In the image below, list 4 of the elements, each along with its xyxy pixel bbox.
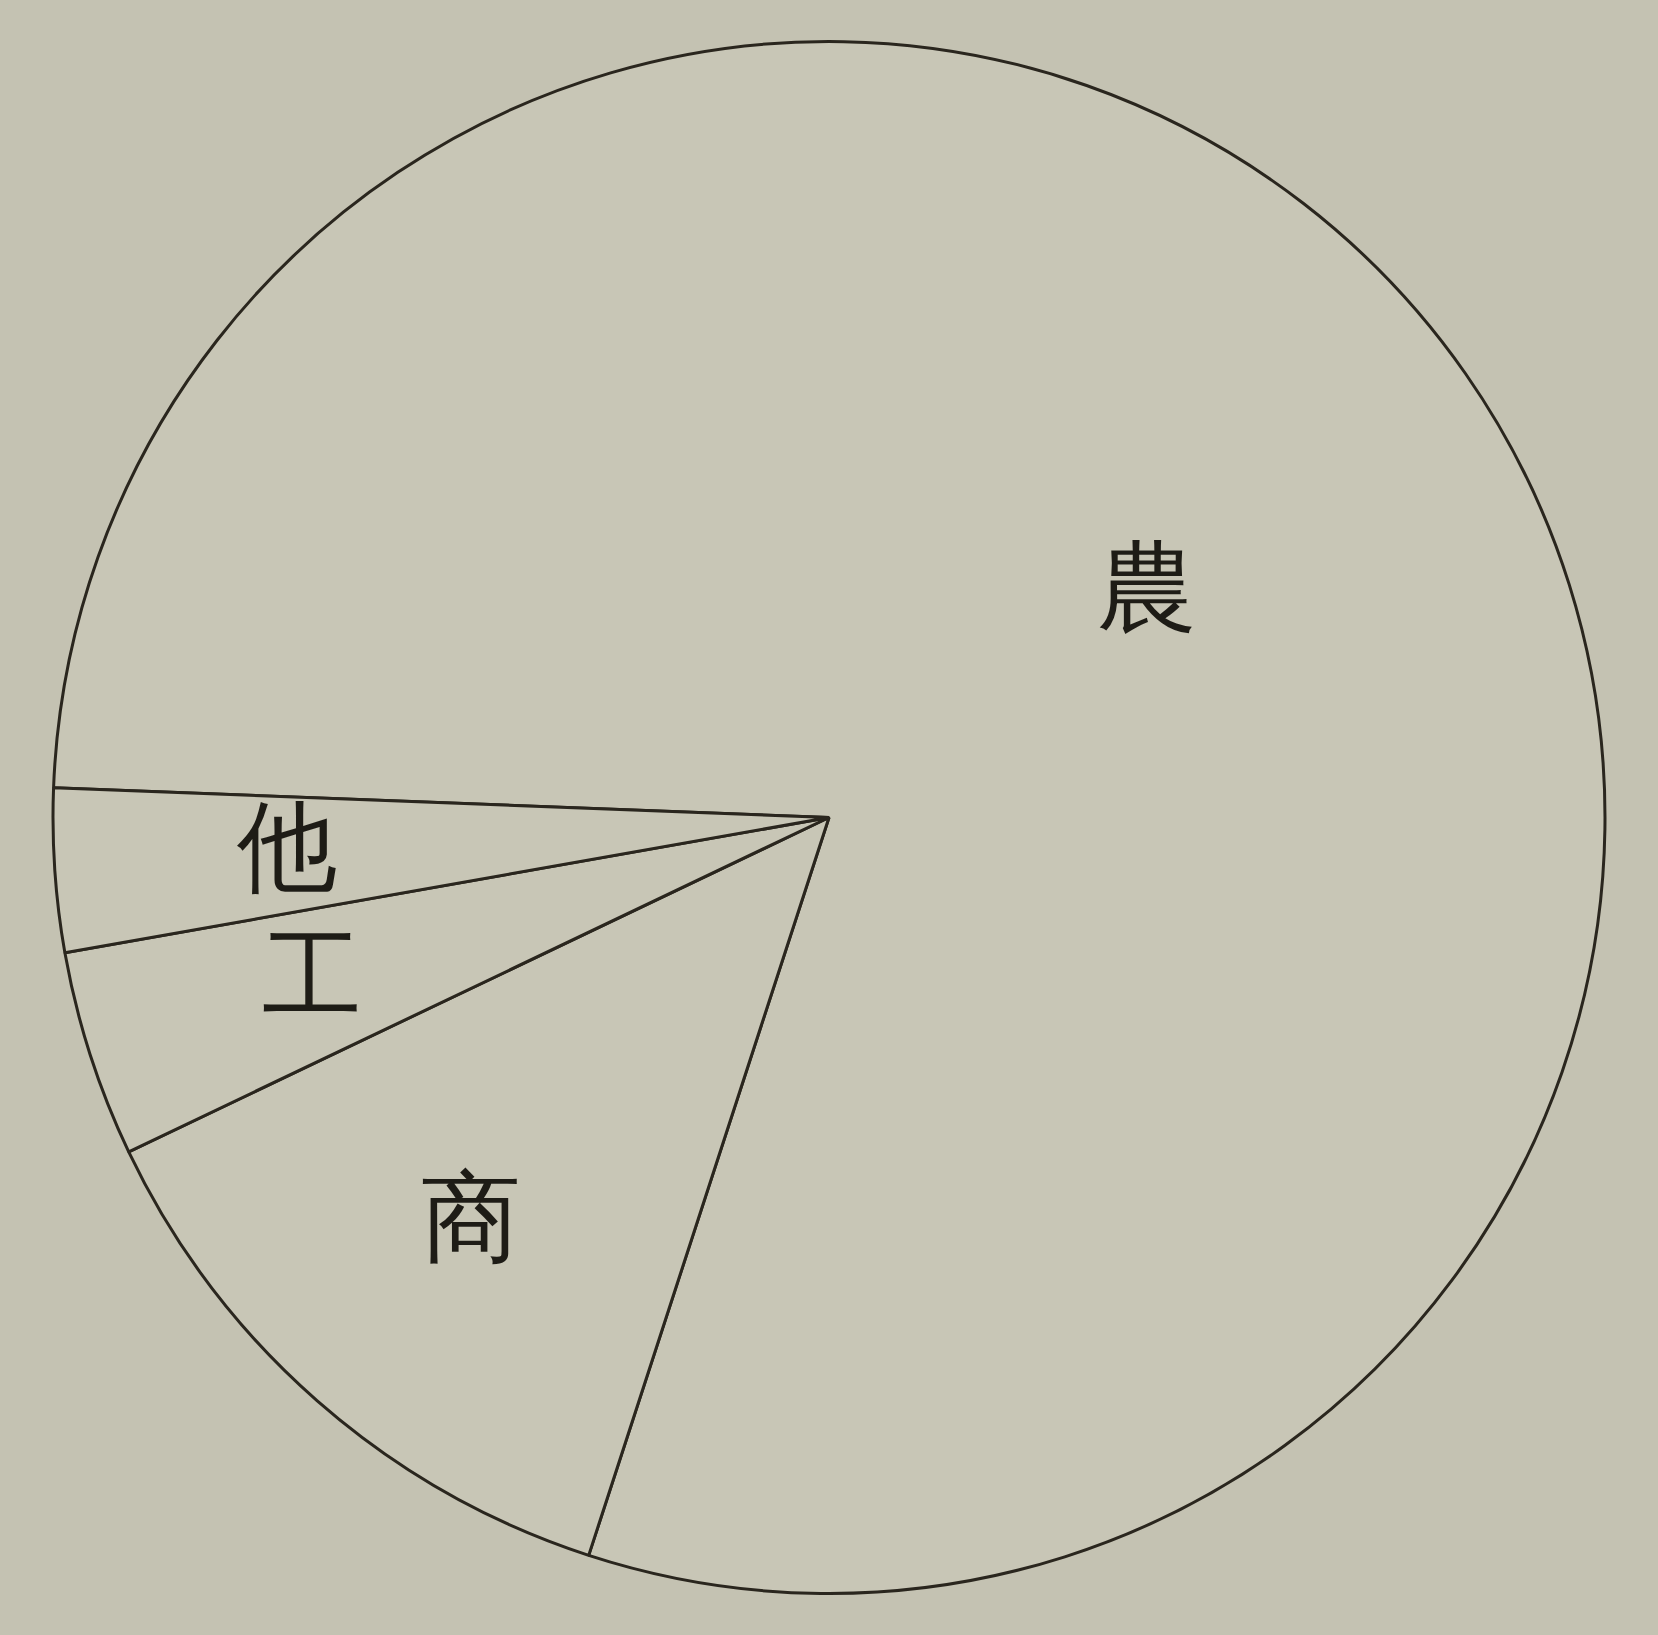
- slice-label: 商: [420, 1163, 521, 1275]
- slice-label: 他: [237, 791, 338, 903]
- slice-label: 農: [1097, 532, 1198, 644]
- slice-label: 工: [261, 920, 362, 1032]
